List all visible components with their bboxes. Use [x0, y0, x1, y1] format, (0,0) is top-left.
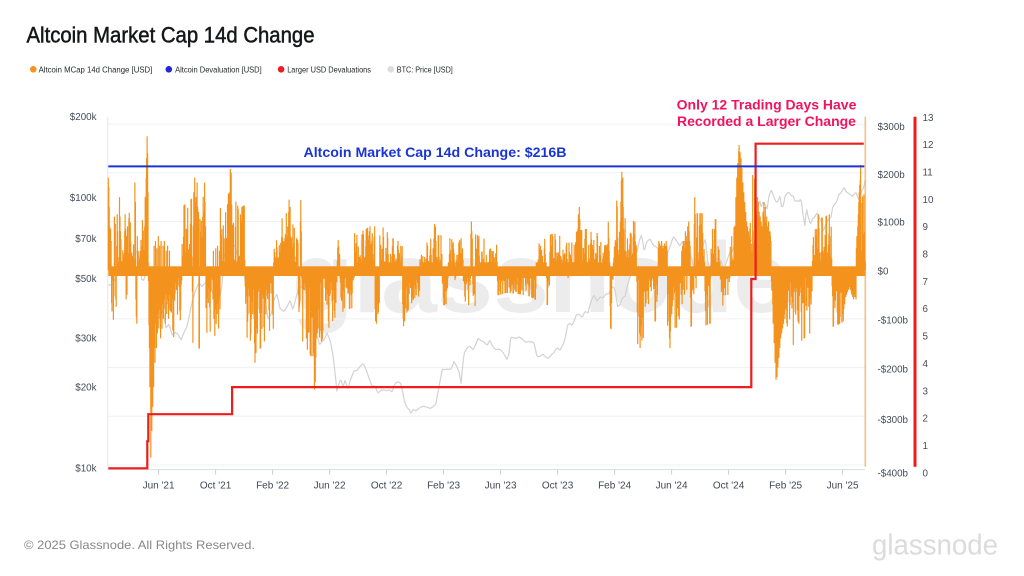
svg-text:$200b: $200b: [878, 170, 906, 181]
svg-text:Altcoin Market Cap 14d Change: Altcoin Market Cap 14d Change: [27, 22, 315, 47]
svg-text:Oct '22: Oct '22: [371, 480, 403, 491]
svg-text:12: 12: [923, 140, 934, 151]
svg-text:0: 0: [923, 468, 929, 479]
svg-text:Altcoin Devaluation [USD]: Altcoin Devaluation [USD]: [175, 65, 262, 75]
svg-text:Feb '22: Feb '22: [256, 480, 289, 491]
svg-text:11: 11: [923, 168, 933, 179]
svg-text:Recorded a Larger Change: Recorded a Larger Change: [677, 113, 856, 129]
svg-text:Oct '21: Oct '21: [200, 480, 232, 491]
svg-text:$70k: $70k: [75, 234, 96, 245]
svg-text:Only 12 Trading Days Have: Only 12 Trading Days Have: [677, 96, 857, 112]
svg-text:Altcoin MCap 14d Change [USD]: Altcoin MCap 14d Change [USD]: [39, 65, 153, 75]
svg-text:$100k: $100k: [70, 193, 97, 204]
svg-text:3: 3: [923, 386, 929, 397]
svg-text:Altcoin Market Cap 14d Change:: Altcoin Market Cap 14d Change: $216B: [304, 145, 567, 161]
svg-text:$100b: $100b: [878, 218, 906, 229]
svg-text:$30k: $30k: [75, 333, 96, 344]
svg-text:Jun '25: Jun '25: [827, 480, 859, 491]
svg-text:-$200b: -$200b: [878, 364, 909, 375]
svg-text:10: 10: [923, 195, 934, 206]
svg-text:BTC: Price [USD]: BTC: Price [USD]: [397, 65, 453, 75]
svg-text:Feb '24: Feb '24: [598, 480, 631, 491]
svg-text:4: 4: [923, 359, 929, 370]
svg-text:Feb '23: Feb '23: [427, 480, 460, 491]
svg-text:-$300b: -$300b: [878, 415, 909, 426]
svg-text:Oct '23: Oct '23: [542, 480, 574, 491]
svg-text:9: 9: [923, 222, 928, 233]
svg-text:1: 1: [923, 441, 928, 452]
svg-text:glassnode: glassnode: [872, 530, 998, 562]
svg-text:Jun '21: Jun '21: [143, 480, 175, 491]
svg-text:8: 8: [923, 250, 929, 261]
svg-text:$50k: $50k: [75, 274, 96, 285]
svg-text:Jun '22: Jun '22: [314, 480, 346, 491]
svg-text:Jun '24: Jun '24: [656, 480, 688, 491]
svg-text:$20k: $20k: [75, 382, 96, 393]
svg-text:$200k: $200k: [70, 112, 97, 123]
svg-text:© 2025 Glassnode. All Rights R: © 2025 Glassnode. All Rights Reserved.: [24, 538, 255, 552]
svg-text:$0: $0: [878, 266, 889, 277]
svg-text:Oct '24: Oct '24: [713, 480, 745, 491]
svg-text:Jun '23: Jun '23: [485, 480, 517, 491]
svg-text:Feb '25: Feb '25: [769, 480, 802, 491]
svg-text:Larger USD Devaluations: Larger USD Devaluations: [287, 65, 371, 75]
svg-text:-$400b: -$400b: [878, 468, 909, 479]
svg-text:$300b: $300b: [878, 122, 906, 133]
svg-text:13: 13: [923, 113, 934, 124]
svg-text:5: 5: [923, 332, 929, 343]
svg-text:$10k: $10k: [75, 464, 96, 475]
svg-text:2: 2: [923, 414, 928, 425]
svg-text:6: 6: [923, 304, 929, 315]
svg-text:7: 7: [923, 277, 928, 288]
svg-text:-$100b: -$100b: [878, 315, 909, 326]
